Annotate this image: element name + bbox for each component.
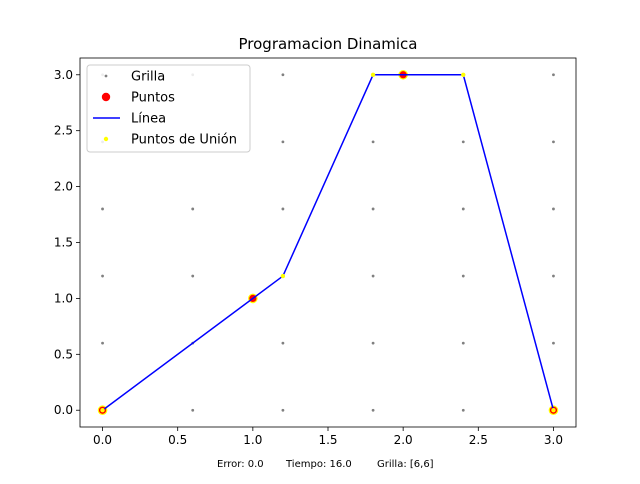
footer-grid: Grilla: [6,6] [377, 459, 434, 470]
x-axis: 0.0 0.5 1.0 1.5 2.0 2.5 3.0 [93, 427, 563, 447]
legend-marker-puntos [101, 92, 111, 102]
grid-point [281, 73, 285, 77]
grid-point [371, 408, 375, 412]
x-tick-label: 1.0 [243, 433, 262, 447]
grid-point [461, 341, 465, 345]
legend-marker-union [103, 136, 109, 142]
join-point [280, 273, 286, 279]
y-tick-label: 0.5 [54, 347, 73, 361]
grid-point [552, 274, 555, 278]
y-tick-label: 3.0 [54, 68, 73, 82]
y-tick-label: 0.0 [54, 403, 73, 417]
x-tick-label: 0.0 [93, 433, 112, 447]
x-tick-label: 1.5 [318, 433, 337, 447]
grid-point [461, 274, 465, 278]
legend-box [86, 64, 251, 153]
legend-label: Línea [131, 112, 166, 127]
join-point [461, 72, 466, 77]
grid-point [101, 341, 104, 345]
grid-point [191, 207, 195, 211]
x-tick-label: 3.0 [544, 433, 563, 447]
y-tick-label: 2.0 [54, 180, 73, 194]
legend-label: Puntos [131, 91, 175, 106]
footer-stats: Error: 0.0 Tiempo: 16.0 Grilla: [6,6] [217, 459, 434, 470]
join-point [370, 72, 376, 77]
grid-point [281, 140, 285, 144]
series-puntos-de-union [100, 72, 556, 413]
chart-title: Programacion Dinamica [239, 35, 418, 53]
grid-point [552, 207, 555, 211]
footer-time: Tiempo: 16.0 [285, 459, 352, 470]
join-point [551, 408, 556, 413]
grid-point [281, 207, 285, 211]
grid-point [191, 408, 195, 412]
y-tick-label: 2.5 [54, 124, 73, 138]
grid-point [461, 140, 465, 144]
grid-point [461, 207, 465, 211]
x-tick-label: 2.0 [394, 433, 413, 447]
footer-error: Error: 0.0 [217, 459, 264, 470]
x-tick-label: 0.5 [168, 433, 187, 447]
y-axis: 0.0 0.5 1.0 1.5 2.0 2.5 3.0 [54, 68, 80, 417]
legend-marker-grilla [104, 74, 108, 78]
grid-point [552, 341, 555, 345]
grid-point [101, 207, 104, 211]
y-tick-label: 1.0 [54, 291, 73, 305]
legend-label: Grilla [131, 70, 165, 85]
join-point [100, 408, 105, 413]
grid-point [461, 408, 465, 412]
grid-point [371, 341, 375, 345]
grid-point [281, 408, 285, 412]
grid-point [371, 274, 375, 278]
grid-point [552, 73, 555, 77]
x-tick-label: 2.5 [469, 433, 488, 447]
grid-point [371, 140, 375, 144]
grid-point [191, 274, 195, 278]
grid-point [281, 341, 285, 345]
legend: Grilla Puntos Línea Puntos de Unión [86, 64, 251, 153]
legend-label: Puntos de Unión [131, 133, 237, 148]
grid-point [552, 140, 555, 144]
plot-area: 0.0 0.5 1.0 1.5 2.0 2.5 3.0 0.0 0.5 1.0 1.5 2.0 2.5 3… [54, 57, 577, 447]
grid-point [101, 274, 104, 278]
y-tick-label: 1.5 [54, 236, 73, 250]
grid-point [371, 207, 375, 211]
